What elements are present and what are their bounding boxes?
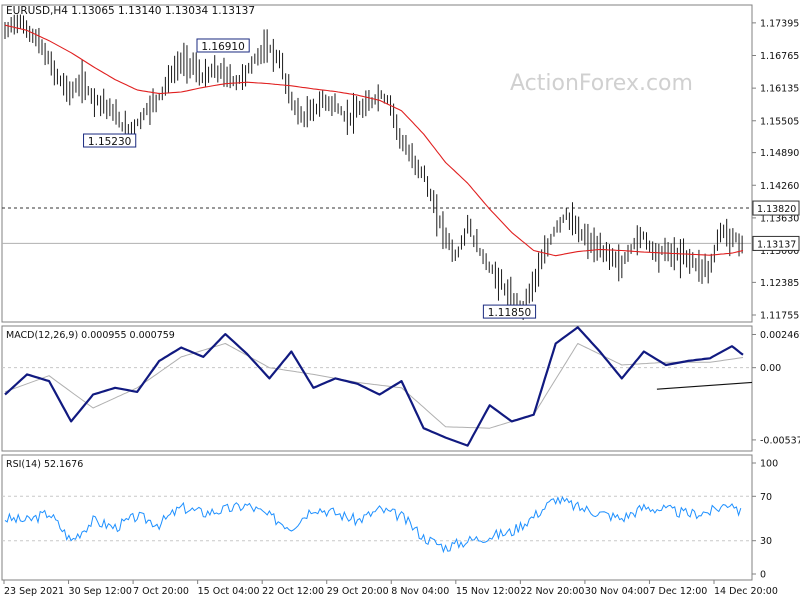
price-y-tick: 1.17395 <box>760 18 799 29</box>
time-tick-label: 22 Oct 12:00 <box>262 586 324 597</box>
macd-trendline <box>656 381 753 390</box>
time-tick-label: 15 Oct 04:00 <box>198 586 260 597</box>
price-title: EURUSD,H4 1.13065 1.13140 1.13034 1.1313… <box>6 5 255 17</box>
resistance-label: 1.13820 <box>757 204 796 215</box>
rsi-panel: RSI(14) 52.1676 100 70 30 0 <box>1 454 778 581</box>
price-y-tick: 1.14260 <box>760 181 799 192</box>
moving-average-line <box>4 24 744 257</box>
recent-low-label-box <box>482 304 537 319</box>
price-y-tick: 1.16765 <box>760 51 799 62</box>
resistance-label-box <box>752 200 800 216</box>
macd-y-tick: -0.005375 <box>760 435 800 446</box>
time-tick-label: 8 Nov 04:00 <box>391 586 449 597</box>
time-axis: 23 Sep 2021 30 Sep 12:00 7 Oct 20:00 15 Oct… <box>3 580 778 597</box>
watermark: ActionForex.com <box>510 71 693 96</box>
time-tick-label: 29 Oct 20:00 <box>327 586 389 597</box>
price-frame <box>1 4 753 323</box>
time-tick-label: 7 Dec 12:00 <box>649 586 707 597</box>
price-y-tick: 1.15505 <box>760 116 799 127</box>
price-y-tick: 1.14890 <box>760 148 799 159</box>
macd-panel: MACD(12,26,9) 0.000955 0.000759 0.002469 0… <box>1 325 800 452</box>
time-tick-label: 30 Sep 12:00 <box>69 586 132 597</box>
macd-frame <box>1 325 753 452</box>
price-y-tick: 1.16135 <box>760 84 799 95</box>
swing-low-label-box <box>83 133 137 148</box>
time-tick-label: 30 Nov 04:00 <box>585 586 649 597</box>
price-y-tick: 1.13630 <box>760 213 799 224</box>
time-tick-label: 15 Nov 12:00 <box>456 586 520 597</box>
price-y-tick: 1.11755 <box>760 311 799 322</box>
time-tick-label: 22 Nov 20:00 <box>520 586 584 597</box>
rsi-y-tick: 0 <box>760 570 766 581</box>
time-tick-label: 14 Dec 20:00 <box>714 586 778 597</box>
swing-high-label: 1.16910 <box>201 41 244 53</box>
recent-low-label: 1.11850 <box>488 307 531 319</box>
swing-low-label: 1.15230 <box>88 136 131 148</box>
rsi-frame <box>1 454 753 581</box>
rsi-y-tick: 100 <box>760 459 778 470</box>
price-y-tick: 1.13000 <box>760 246 799 257</box>
time-tick-label: 7 Oct 20:00 <box>133 586 189 597</box>
macd-y-tick: 0.00 <box>760 363 781 374</box>
time-tick-label: 23 Sep 2021 <box>4 586 64 597</box>
current-price-label-box <box>752 235 800 251</box>
price-panel: 1.17395 1.16765 1.16135 1.15505 1.14890 1.142… <box>1 4 800 323</box>
rsi-title: RSI(14) 52.1676 <box>6 459 83 470</box>
price-y-tick: 1.12385 <box>760 278 799 289</box>
rsi-y-tick: 70 <box>760 492 772 503</box>
rsi-line <box>4 495 742 554</box>
rsi-y-tick: 30 <box>760 536 772 547</box>
macd-line <box>4 326 744 447</box>
current-price-label: 1.13137 <box>757 239 796 250</box>
macd-signal-line <box>4 343 744 429</box>
swing-high-label-box <box>196 38 250 53</box>
macd-title: MACD(12,26,9) 0.000955 0.000759 <box>6 330 175 341</box>
macd-y-tick: 0.002469 <box>760 330 800 341</box>
